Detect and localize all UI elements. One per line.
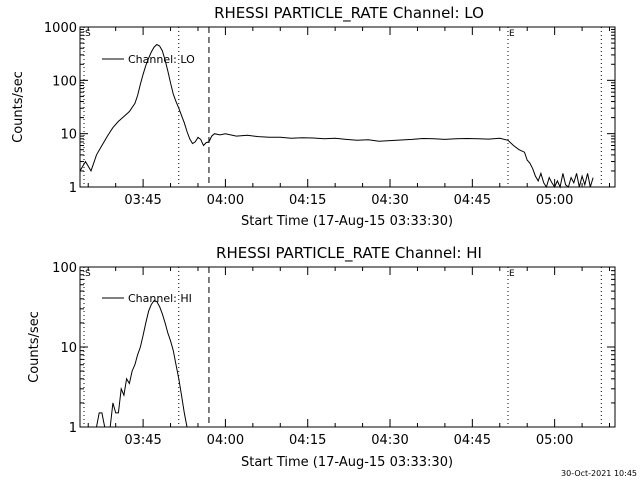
lo-channel-panel: RHESSI PARTICLE_RATE Channel: LO 03:45 04… [11, 4, 616, 229]
lo-x-tick-label: 05:00 [536, 193, 573, 208]
hi-y-axis-label: Counts/sec [27, 311, 42, 383]
lo-y-tick-label: 1000 [44, 21, 77, 36]
lo-y-tick-label: 10 [60, 128, 77, 143]
lo-time-marker-label: E [509, 29, 515, 39]
hi-series-line [93, 300, 188, 428]
hi-x-tick-label: 03:45 [124, 433, 161, 448]
hi-y-tick-label: 1 [69, 421, 77, 436]
hi-time-marker-label: S [85, 269, 91, 279]
lo-x-axis-label: Start Time (17-Aug-15 03:33:30) [241, 214, 453, 229]
hi-x-tick-label: 04:45 [454, 433, 491, 448]
lo-y-tick-label: 1 [69, 181, 77, 196]
lo-y-tick-label: 100 [52, 74, 77, 89]
lo-series [79, 43, 594, 189]
hi-channel-panel: RHESSI PARTICLE_RATE Channel: HI 03:45 04… [27, 244, 616, 470]
hi-x-tick-label: 04:15 [289, 433, 326, 448]
lo-legend-label: Channel: LO [128, 53, 195, 66]
hi-x-ticks: 03:45 04:00 04:15 04:30 04:45 05:00 [87, 267, 611, 448]
hi-x-tick-label: 04:30 [371, 433, 408, 448]
lo-series-line [79, 43, 594, 189]
hi-chart-title: RHESSI PARTICLE_RATE Channel: HI [216, 244, 482, 263]
hi-legend: Channel: HI [102, 292, 192, 305]
lo-legend: Channel: LO [102, 53, 195, 66]
hi-series [93, 300, 188, 428]
lo-x-tick-label: 04:15 [289, 193, 326, 208]
hi-x-tick-label: 05:00 [536, 433, 573, 448]
hi-legend-label: Channel: HI [128, 292, 192, 305]
lo-chart-title: RHESSI PARTICLE_RATE Channel: LO [214, 4, 484, 23]
lo-x-tick-label: 04:30 [371, 193, 408, 208]
hi-y-ticks: 1 10 100 [52, 261, 615, 436]
lo-x-tick-label: 03:45 [124, 193, 161, 208]
hi-y-tick-label: 100 [52, 261, 77, 276]
lo-plot-frame [79, 26, 616, 188]
lo-time-marker-label: S [85, 29, 91, 39]
hi-x-tick-label: 04:00 [207, 433, 244, 448]
lo-x-tick-label: 04:45 [454, 193, 491, 208]
lo-y-ticks: 1 10 100 1000 [44, 21, 615, 196]
generation-timestamp: 30-Oct-2021 10:45 [561, 469, 637, 478]
hi-y-tick-label: 10 [60, 341, 77, 356]
lo-x-ticks: 03:45 04:00 04:15 04:30 04:45 05:00 [87, 27, 611, 208]
hi-time-marker-label: E [509, 269, 515, 279]
lo-x-tick-label: 04:00 [207, 193, 244, 208]
lo-y-axis-label: Counts/sec [11, 71, 26, 143]
hi-x-axis-label: Start Time (17-Aug-15 03:33:30) [241, 455, 453, 470]
